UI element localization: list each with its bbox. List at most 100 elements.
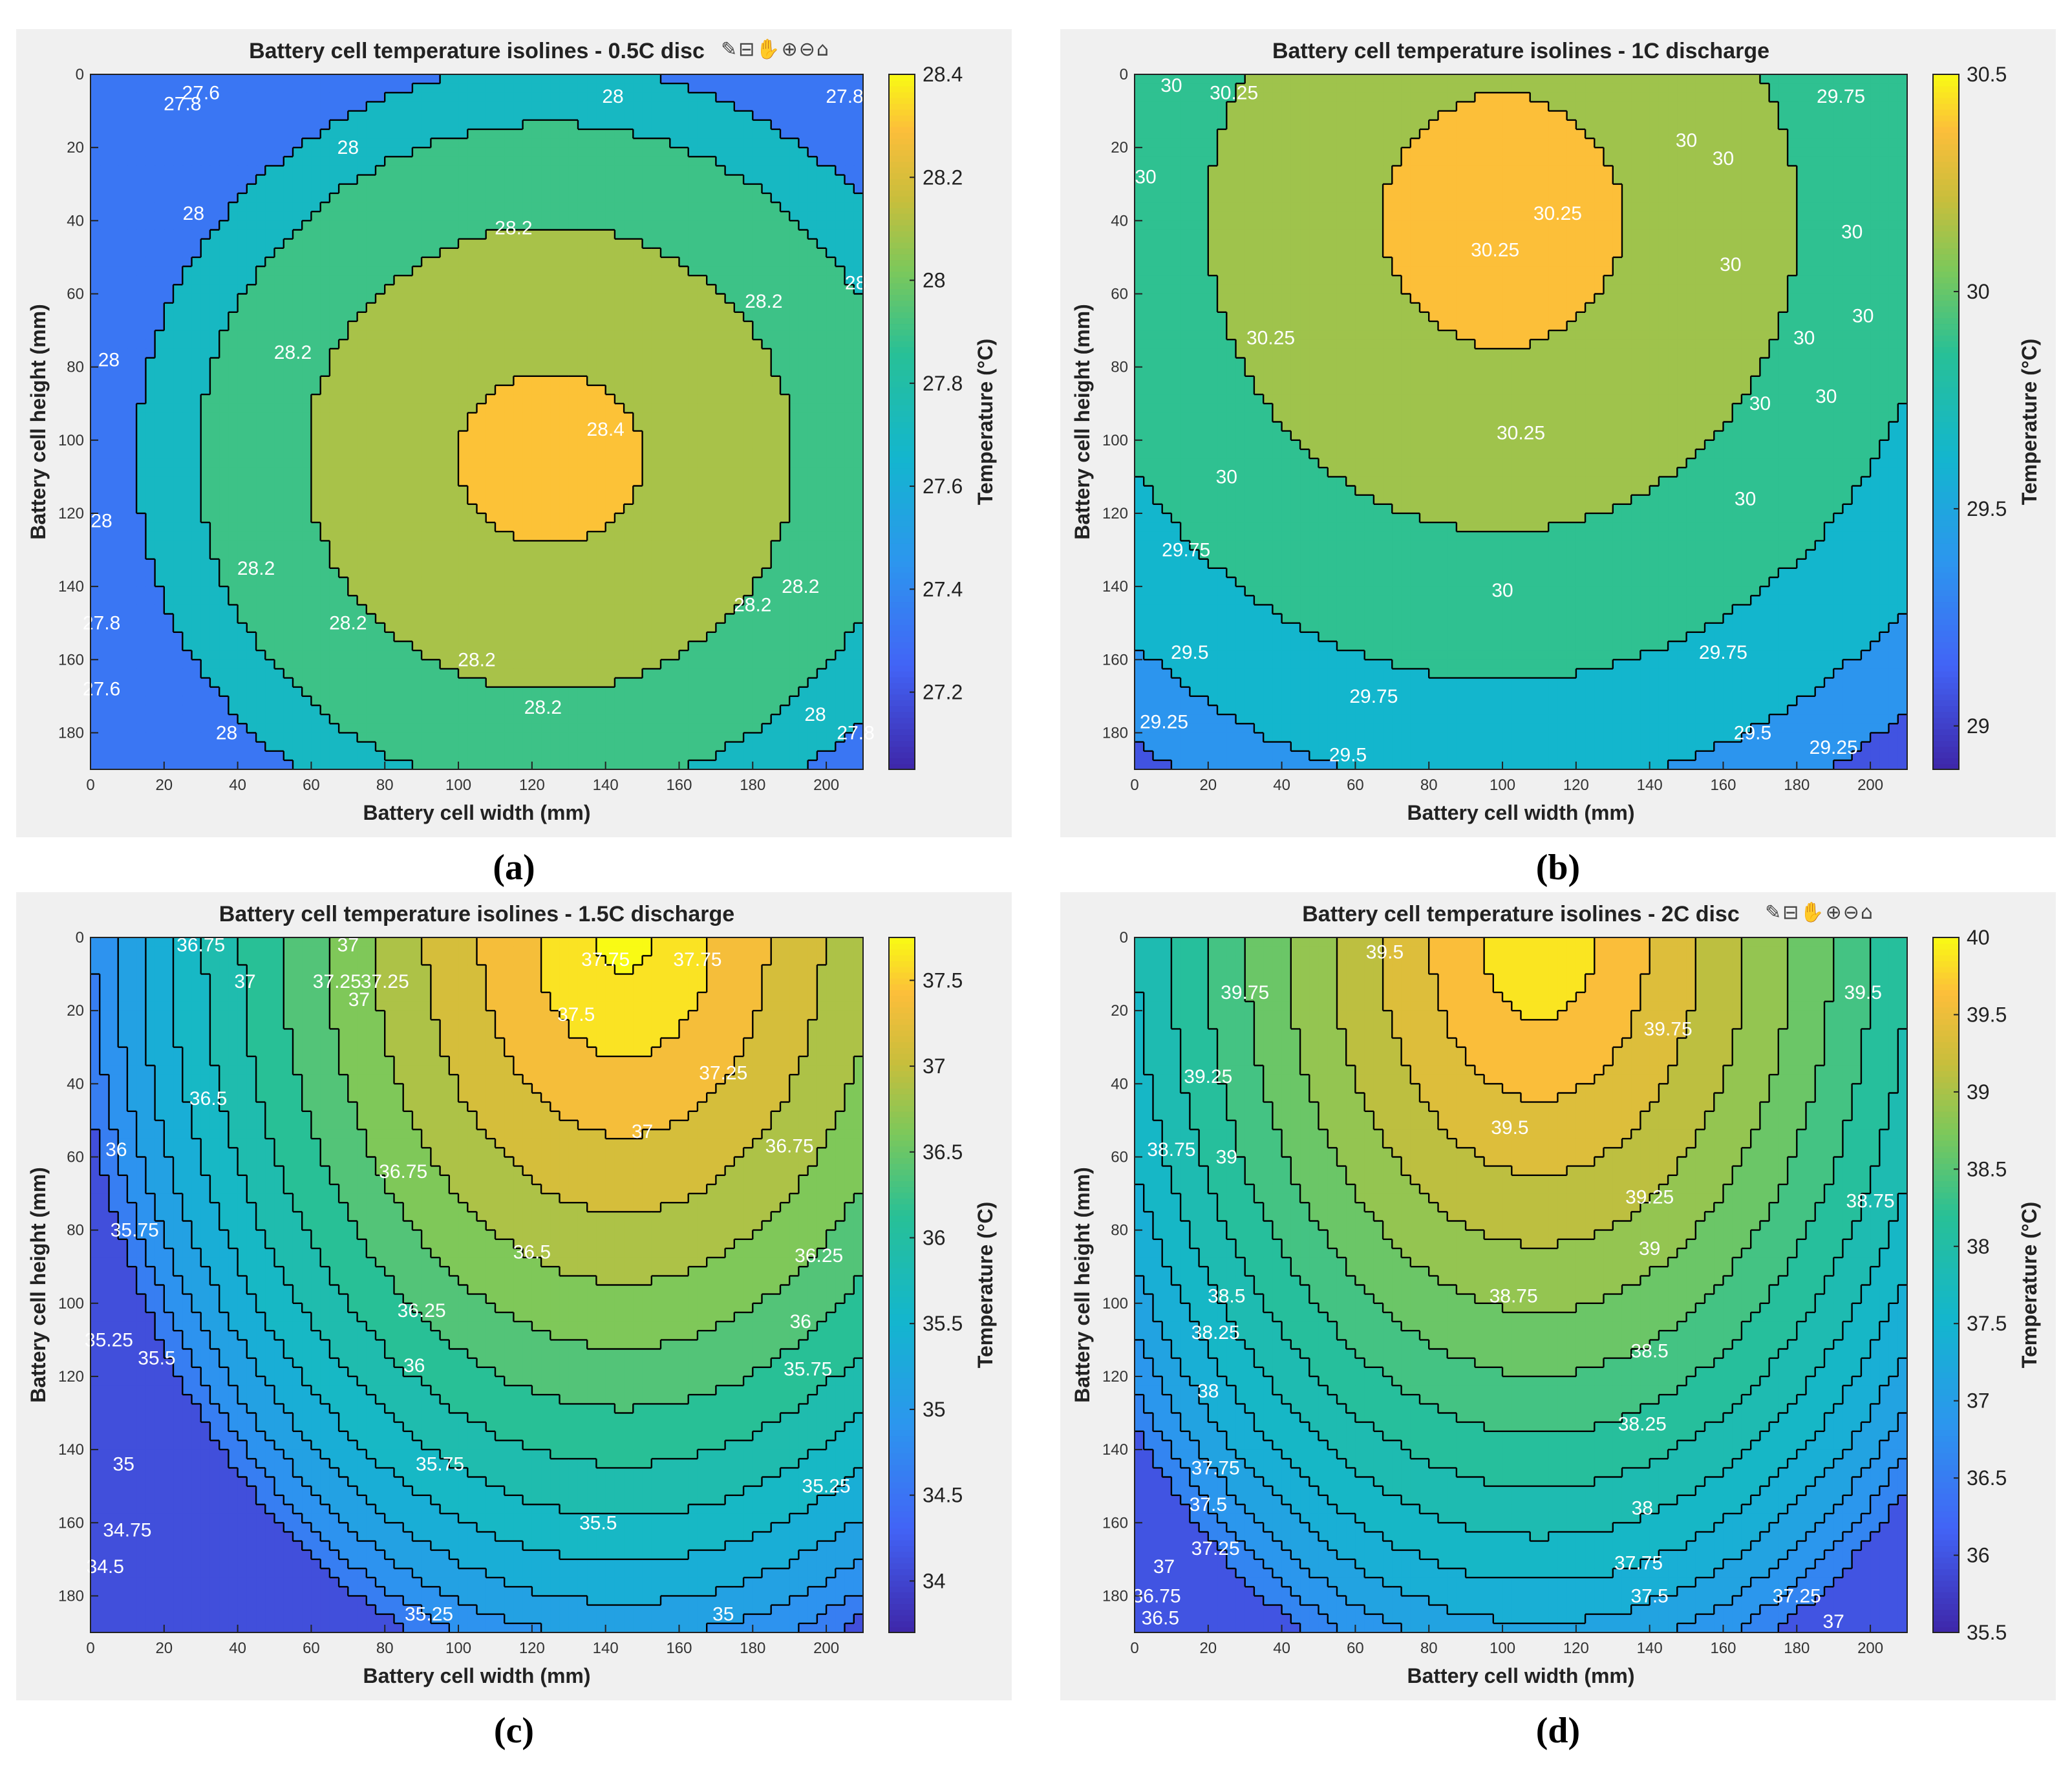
contour-label: 35 bbox=[113, 1454, 134, 1475]
contour-label: 37.5 bbox=[1630, 1585, 1668, 1607]
x-tick-label: 160 bbox=[666, 776, 692, 794]
colorbar-frame bbox=[1932, 937, 1960, 1633]
x-tick-label: 40 bbox=[1273, 1640, 1290, 1657]
contour-label: 28 bbox=[216, 722, 237, 743]
y-tick-label: 40 bbox=[1111, 1075, 1128, 1093]
x-tick-label: 60 bbox=[303, 1640, 320, 1657]
contour-label: 38.75 bbox=[1846, 1190, 1895, 1212]
contour-label: 27.6 bbox=[182, 82, 220, 103]
x-axis-label: Battery cell width (mm) bbox=[363, 1664, 590, 1687]
colorbar-tick-label: 36.5 bbox=[923, 1140, 963, 1164]
colorbar-tick-label: 36.5 bbox=[1967, 1466, 2007, 1490]
isolines bbox=[135, 74, 863, 769]
colorbar-tick-label: 34.5 bbox=[923, 1484, 963, 1507]
y-tick-label: 160 bbox=[1102, 1514, 1128, 1532]
contour-label: 30.25 bbox=[1210, 82, 1258, 103]
y-tick-label: 0 bbox=[76, 66, 84, 83]
y-tick-label: 120 bbox=[58, 505, 84, 522]
y-tick-label: 20 bbox=[1111, 1002, 1128, 1020]
plot-frame bbox=[1134, 937, 1908, 1633]
contour-label: 29.5 bbox=[1734, 722, 1771, 743]
colorbar-tick-label: 35.5 bbox=[923, 1312, 963, 1335]
contour-label: 35 bbox=[712, 1604, 734, 1625]
contour-label: 28.2 bbox=[458, 649, 495, 670]
y-axis-label: Battery cell height (mm) bbox=[27, 304, 50, 540]
colorbar-tick-label: 35.5 bbox=[1967, 1621, 2007, 1644]
x-tick-label: 20 bbox=[155, 776, 173, 794]
contour-label: 29.75 bbox=[1162, 540, 1210, 561]
colorbar-tick-label: 27.4 bbox=[923, 577, 963, 601]
contour-label: 36.25 bbox=[398, 1300, 446, 1321]
contour-label: 37.5 bbox=[1190, 1494, 1227, 1515]
contour-label: 30.25 bbox=[1497, 422, 1545, 444]
panel-c: Battery cell temperature isolines - 1.5C… bbox=[16, 892, 1012, 1700]
contour-label: 28 bbox=[804, 704, 826, 725]
figure-toolbar-d[interactable]: ✎⊟✋⊕⊖⌂ bbox=[1765, 901, 1874, 924]
colorbar-label: Temperature (°C) bbox=[2018, 1202, 2041, 1369]
colorbar-tick-label: 35 bbox=[923, 1398, 946, 1421]
colorbar bbox=[889, 937, 915, 1633]
contour-label: 37.75 bbox=[1614, 1553, 1663, 1574]
y-tick-label: 100 bbox=[1102, 432, 1128, 449]
x-tick-label: 80 bbox=[1420, 1640, 1438, 1657]
contour-label: 28.2 bbox=[745, 291, 782, 312]
contour-label: 38 bbox=[1197, 1381, 1219, 1402]
contour-label: 35.5 bbox=[138, 1348, 175, 1369]
contour-label: 37.25 bbox=[699, 1062, 747, 1084]
x-tick-label: 100 bbox=[445, 776, 471, 794]
x-tick-label: 40 bbox=[229, 776, 246, 794]
colorbar-tick-label: 38.5 bbox=[1967, 1157, 2007, 1181]
colorbar-tick-label: 27.8 bbox=[923, 372, 963, 395]
x-tick-label: 200 bbox=[813, 1640, 839, 1657]
x-tick-label: 200 bbox=[1857, 776, 1883, 794]
x-tick-label: 60 bbox=[1347, 776, 1364, 794]
x-tick-label: 140 bbox=[1637, 1640, 1663, 1657]
x-tick-label: 40 bbox=[229, 1640, 246, 1657]
contour-label: 36 bbox=[105, 1139, 127, 1161]
x-tick-label: 100 bbox=[1490, 1640, 1515, 1657]
y-tick-label: 0 bbox=[76, 929, 84, 947]
colorbar-tick-label: 28.4 bbox=[923, 63, 963, 86]
colorbar-label: Temperature (°C) bbox=[974, 339, 997, 506]
colorbar-tick-label: 39.5 bbox=[1967, 1003, 2007, 1026]
y-tick-label: 140 bbox=[58, 578, 84, 595]
contour-label: 29.75 bbox=[1699, 642, 1747, 663]
contour-label: 35.25 bbox=[802, 1476, 851, 1497]
contour-label: 29.25 bbox=[1810, 737, 1858, 758]
contour-label: 30 bbox=[1749, 393, 1771, 414]
isolines bbox=[1135, 74, 1907, 769]
contour-label: 39.75 bbox=[1644, 1018, 1693, 1040]
y-tick-label: 80 bbox=[67, 1222, 84, 1239]
contour-label: 36 bbox=[790, 1311, 811, 1332]
contour-label: 37 bbox=[632, 1121, 653, 1142]
contour-label: 30 bbox=[1713, 148, 1734, 169]
contour-label: 37.25 bbox=[361, 971, 409, 992]
contour-label: 38.25 bbox=[1618, 1414, 1667, 1435]
contour-label: 29.25 bbox=[1140, 711, 1188, 733]
contour-label: 38.25 bbox=[1191, 1322, 1240, 1343]
y-tick-label: 120 bbox=[58, 1368, 84, 1385]
contour-label: 30 bbox=[1135, 166, 1156, 187]
panel-d: Battery cell temperature isolines - 2C d… bbox=[1060, 892, 2056, 1700]
figure-toolbar-a[interactable]: ✎⊟✋⊕⊖⌂ bbox=[721, 38, 830, 61]
y-tick-label: 180 bbox=[1102, 1587, 1128, 1605]
y-tick-label: 20 bbox=[1111, 139, 1128, 156]
x-axis-label: Battery cell width (mm) bbox=[363, 801, 590, 824]
y-tick-label: 180 bbox=[1102, 724, 1128, 742]
x-tick-label: 180 bbox=[740, 1640, 765, 1657]
panel-caption-b: (b) bbox=[1493, 847, 1623, 888]
y-tick-label: 20 bbox=[67, 1002, 84, 1020]
colorbar-tick-label: 37 bbox=[1967, 1389, 1990, 1413]
y-tick-label: 120 bbox=[1102, 1368, 1128, 1385]
x-tick-label: 140 bbox=[593, 1640, 619, 1657]
x-tick-label: 180 bbox=[740, 776, 765, 794]
colorbar-tick-label: 28 bbox=[923, 269, 946, 292]
contour-label: 37.5 bbox=[557, 1004, 595, 1025]
contour-label: 27.6 bbox=[83, 679, 120, 700]
x-axis-label: Battery cell width (mm) bbox=[1407, 801, 1634, 824]
colorbar-tick-label: 37.5 bbox=[1967, 1312, 2007, 1335]
y-axis-label: Battery cell height (mm) bbox=[1071, 1167, 1094, 1403]
contour-label: 37.75 bbox=[673, 949, 721, 970]
colorbar-tick-label: 40 bbox=[1967, 926, 1990, 949]
contour-label: 37 bbox=[348, 989, 370, 1011]
